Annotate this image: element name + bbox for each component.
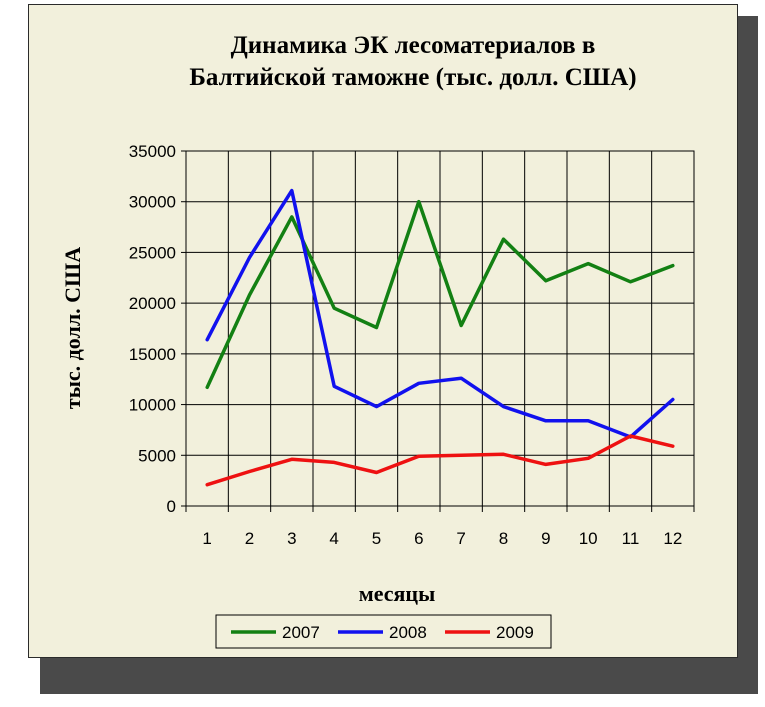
y-tick-label: 30000 [129, 193, 176, 212]
series-line-2009 [205, 434, 675, 487]
x-tick-label: 12 [663, 529, 682, 548]
x-tick-label: 7 [456, 529, 465, 548]
grid [186, 151, 694, 506]
legend-label-2009: 2009 [496, 623, 534, 642]
legend-label-2007: 2007 [282, 623, 320, 642]
x-axis-label: месяцы [359, 581, 436, 606]
x-tick-label: 6 [414, 529, 423, 548]
y-tick-label: 20000 [129, 294, 176, 313]
y-tick-label: 25000 [129, 243, 176, 262]
y-tick-label: 35000 [129, 142, 176, 161]
x-tick-label: 10 [579, 529, 598, 548]
x-tick-label: 1 [202, 529, 211, 548]
y-tick-label: 15000 [129, 345, 176, 364]
series-lines [205, 188, 675, 487]
y-axis-ticks: 0 5000 10000 15000 20000 25000 30000 35000 [129, 142, 186, 516]
y-tick-label: 0 [167, 497, 176, 516]
x-tick-label: 2 [245, 529, 254, 548]
x-tick-label: 3 [287, 529, 296, 548]
x-tick-label: 4 [329, 529, 338, 548]
y-axis-label: тыс. долл. США [60, 247, 85, 409]
chart-title-line-1: Динамика ЭК лесоматериалов в [231, 32, 596, 59]
chart-frame: Динамика ЭК лесоматериалов в Балтийской … [28, 4, 738, 658]
legend: 2007 2008 2009 [215, 614, 552, 649]
series-line-2007 [205, 199, 675, 390]
legend-label-2008: 2008 [389, 623, 427, 642]
x-tick-label: 8 [499, 529, 508, 548]
series-line-2008 [205, 188, 675, 439]
x-axis-ticks: 1 2 3 4 5 6 7 8 9 10 11 12 [185, 506, 695, 548]
x-tick-label: 5 [372, 529, 381, 548]
x-tick-label: 9 [541, 529, 550, 548]
chart-title-line-2: Балтийской таможне (тыс. долл. США) [189, 64, 636, 91]
line-chart: Динамика ЭК лесоматериалов в Балтийской … [60, 32, 695, 649]
y-tick-label: 5000 [138, 446, 176, 465]
x-tick-label: 11 [622, 529, 640, 548]
y-tick-label: 10000 [129, 396, 176, 415]
